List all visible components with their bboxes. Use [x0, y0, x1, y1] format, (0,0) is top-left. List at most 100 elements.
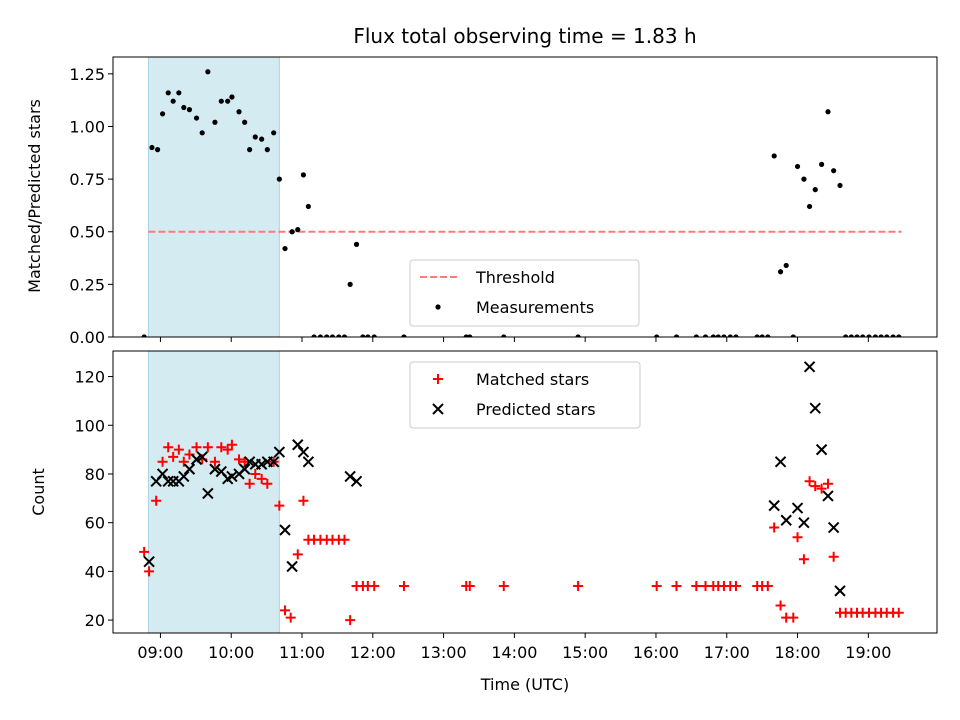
top-dot-point-13 — [218, 98, 224, 104]
bottom-x-point-34 — [798, 516, 810, 529]
bottom-plus-point-3 — [157, 456, 168, 467]
bottom-plus-point-78 — [893, 607, 904, 618]
bottom-plus-point-20 — [256, 473, 267, 484]
top-dot-point-0 — [141, 334, 147, 337]
top-dot-point-40 — [401, 334, 407, 337]
bottom-x-point-32 — [780, 514, 792, 526]
top-dot-point-34 — [341, 334, 348, 337]
top-dot-point-70 — [848, 334, 854, 337]
top-dot-point-7 — [181, 104, 187, 111]
top-y-tick-label: 0.00 — [69, 328, 105, 347]
top-dot-point-38 — [365, 334, 371, 337]
top-dot-point-11 — [205, 69, 211, 75]
top-dot-point-9 — [193, 115, 200, 121]
bottom-plus-point-57 — [769, 522, 780, 533]
legend-matched-swatch — [433, 374, 443, 384]
top-dot-point-57 — [771, 153, 777, 159]
top-dot-point-14 — [225, 98, 231, 104]
top-dot-point-53 — [733, 334, 739, 337]
bottom-plus-point-1 — [144, 566, 155, 577]
top-dot-point-45 — [654, 334, 660, 337]
top-dot-point-51 — [721, 334, 727, 337]
top-dot-point-17 — [242, 119, 248, 125]
top-dot-point-78 — [896, 334, 902, 337]
bottom-plus-point-40 — [398, 581, 409, 591]
x-tick-label: 11:00 — [279, 643, 325, 662]
bottom-plus-point-35 — [345, 615, 356, 626]
bottom-plus-point-44 — [573, 581, 584, 591]
top-dot-point-2 — [154, 147, 161, 153]
top-dot-point-69 — [843, 334, 849, 337]
bottom-plus-point-26 — [292, 549, 303, 560]
top-y-tick-label: 0.50 — [69, 223, 105, 242]
top-dot-point-21 — [264, 147, 270, 153]
top-dot-point-27 — [300, 172, 307, 178]
bottom-observing-span — [147, 350, 280, 634]
top-dot-point-67 — [831, 168, 837, 174]
bottom-plus-point-61 — [792, 532, 803, 543]
top-y-tick-label: 1.00 — [69, 117, 105, 136]
legend-entry-dot: Measurements — [476, 298, 594, 317]
top-axes-frame — [112, 56, 938, 338]
top-legend: Threshold Measurements — [409, 259, 640, 327]
top-dot-point-8 — [186, 107, 193, 113]
bottom-y-tick-label: 60 — [85, 514, 105, 533]
bottom-plus-point-62 — [798, 554, 809, 565]
bottom-x-point-35 — [803, 361, 816, 373]
bottom-plus-point-27 — [298, 495, 309, 506]
top-dot-point-32 — [329, 334, 336, 337]
top-dot-point-30 — [317, 334, 324, 337]
bottom-x-point-11 — [209, 463, 221, 475]
top-dot-point-76 — [884, 334, 890, 337]
bottom-x-point-25 — [292, 439, 304, 451]
bottom-x-point-24 — [286, 560, 298, 573]
bottom-y-axis-label: Count — [29, 468, 48, 516]
bottom-plus-point-11 — [202, 442, 213, 453]
bottom-plus-point-42 — [464, 581, 475, 591]
bottom-x-point-28 — [344, 470, 356, 483]
bottom-y-tick-label: 120 — [74, 368, 105, 387]
top-dot-point-20 — [259, 136, 265, 142]
bottom-plus-point-63 — [804, 476, 815, 487]
top-observing-span — [147, 56, 280, 338]
bottom-plus-point-23 — [274, 500, 285, 511]
bottom-plus-point-7 — [178, 456, 189, 467]
bottom-x-point-33 — [791, 502, 804, 514]
top-dot-point-10 — [199, 130, 205, 136]
top-dot-point-15 — [229, 94, 235, 100]
chart-title: Flux total observing time = 1.83 h — [353, 24, 696, 48]
bottom-plus-point-45 — [651, 581, 662, 591]
x-tick-label: 10:00 — [208, 643, 254, 662]
bottom-plus-point-46 — [671, 581, 682, 591]
bottom-plus-point-34 — [339, 534, 350, 545]
bottom-x-point-40 — [834, 585, 846, 597]
bottom-x-point-21 — [267, 456, 280, 468]
bottom-x-point-6 — [178, 470, 190, 483]
ratio-panel: Flux total observing time = 1.83 h Match… — [25, 24, 938, 347]
top-dot-point-65 — [819, 161, 825, 167]
x-tick-label: 16:00 — [633, 643, 679, 662]
bottom-plus-point-65 — [816, 483, 827, 494]
top-dot-point-39 — [371, 334, 377, 337]
top-dot-point-19 — [252, 134, 258, 140]
x-axis-label: Time (UTC) — [480, 675, 569, 694]
top-dot-point-22 — [271, 130, 277, 136]
top-dot-point-29 — [311, 334, 317, 337]
top-dot-point-56 — [765, 334, 771, 337]
bottom-x-point-27 — [302, 456, 315, 468]
top-dot-point-18 — [247, 147, 253, 153]
bottom-plus-point-12 — [209, 456, 220, 467]
top-dot-point-68 — [837, 182, 843, 189]
bottom-plus-point-19 — [250, 468, 261, 479]
bottom-x-point-3 — [162, 475, 174, 487]
top-dot-point-62 — [801, 176, 807, 182]
bottom-plus-point-4 — [163, 442, 174, 453]
top-dot-point-48 — [702, 334, 709, 337]
top-dot-point-47 — [693, 334, 699, 337]
top-dot-point-28 — [305, 203, 311, 210]
bottom-plus-point-18 — [244, 478, 255, 489]
top-legend-box — [409, 259, 640, 327]
bottom-x-point-30 — [768, 499, 780, 512]
top-dot-point-61 — [794, 163, 801, 170]
